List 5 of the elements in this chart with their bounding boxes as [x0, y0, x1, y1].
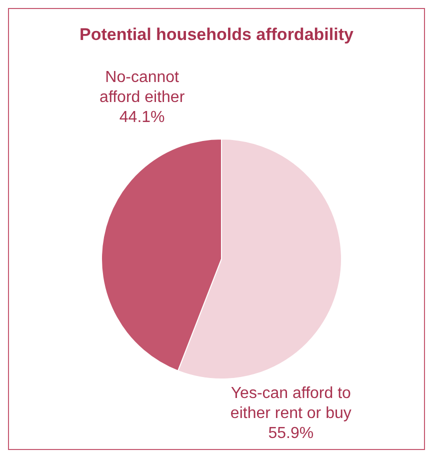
slice-label: No-cannot afford either	[100, 69, 186, 106]
data-label: 44.1%	[119, 109, 165, 126]
data-label: 55.9%	[268, 425, 314, 442]
slice-label: Yes-can afford to either rent or buy	[230, 385, 352, 422]
chart-title: Potential households affordability	[78, 24, 354, 45]
